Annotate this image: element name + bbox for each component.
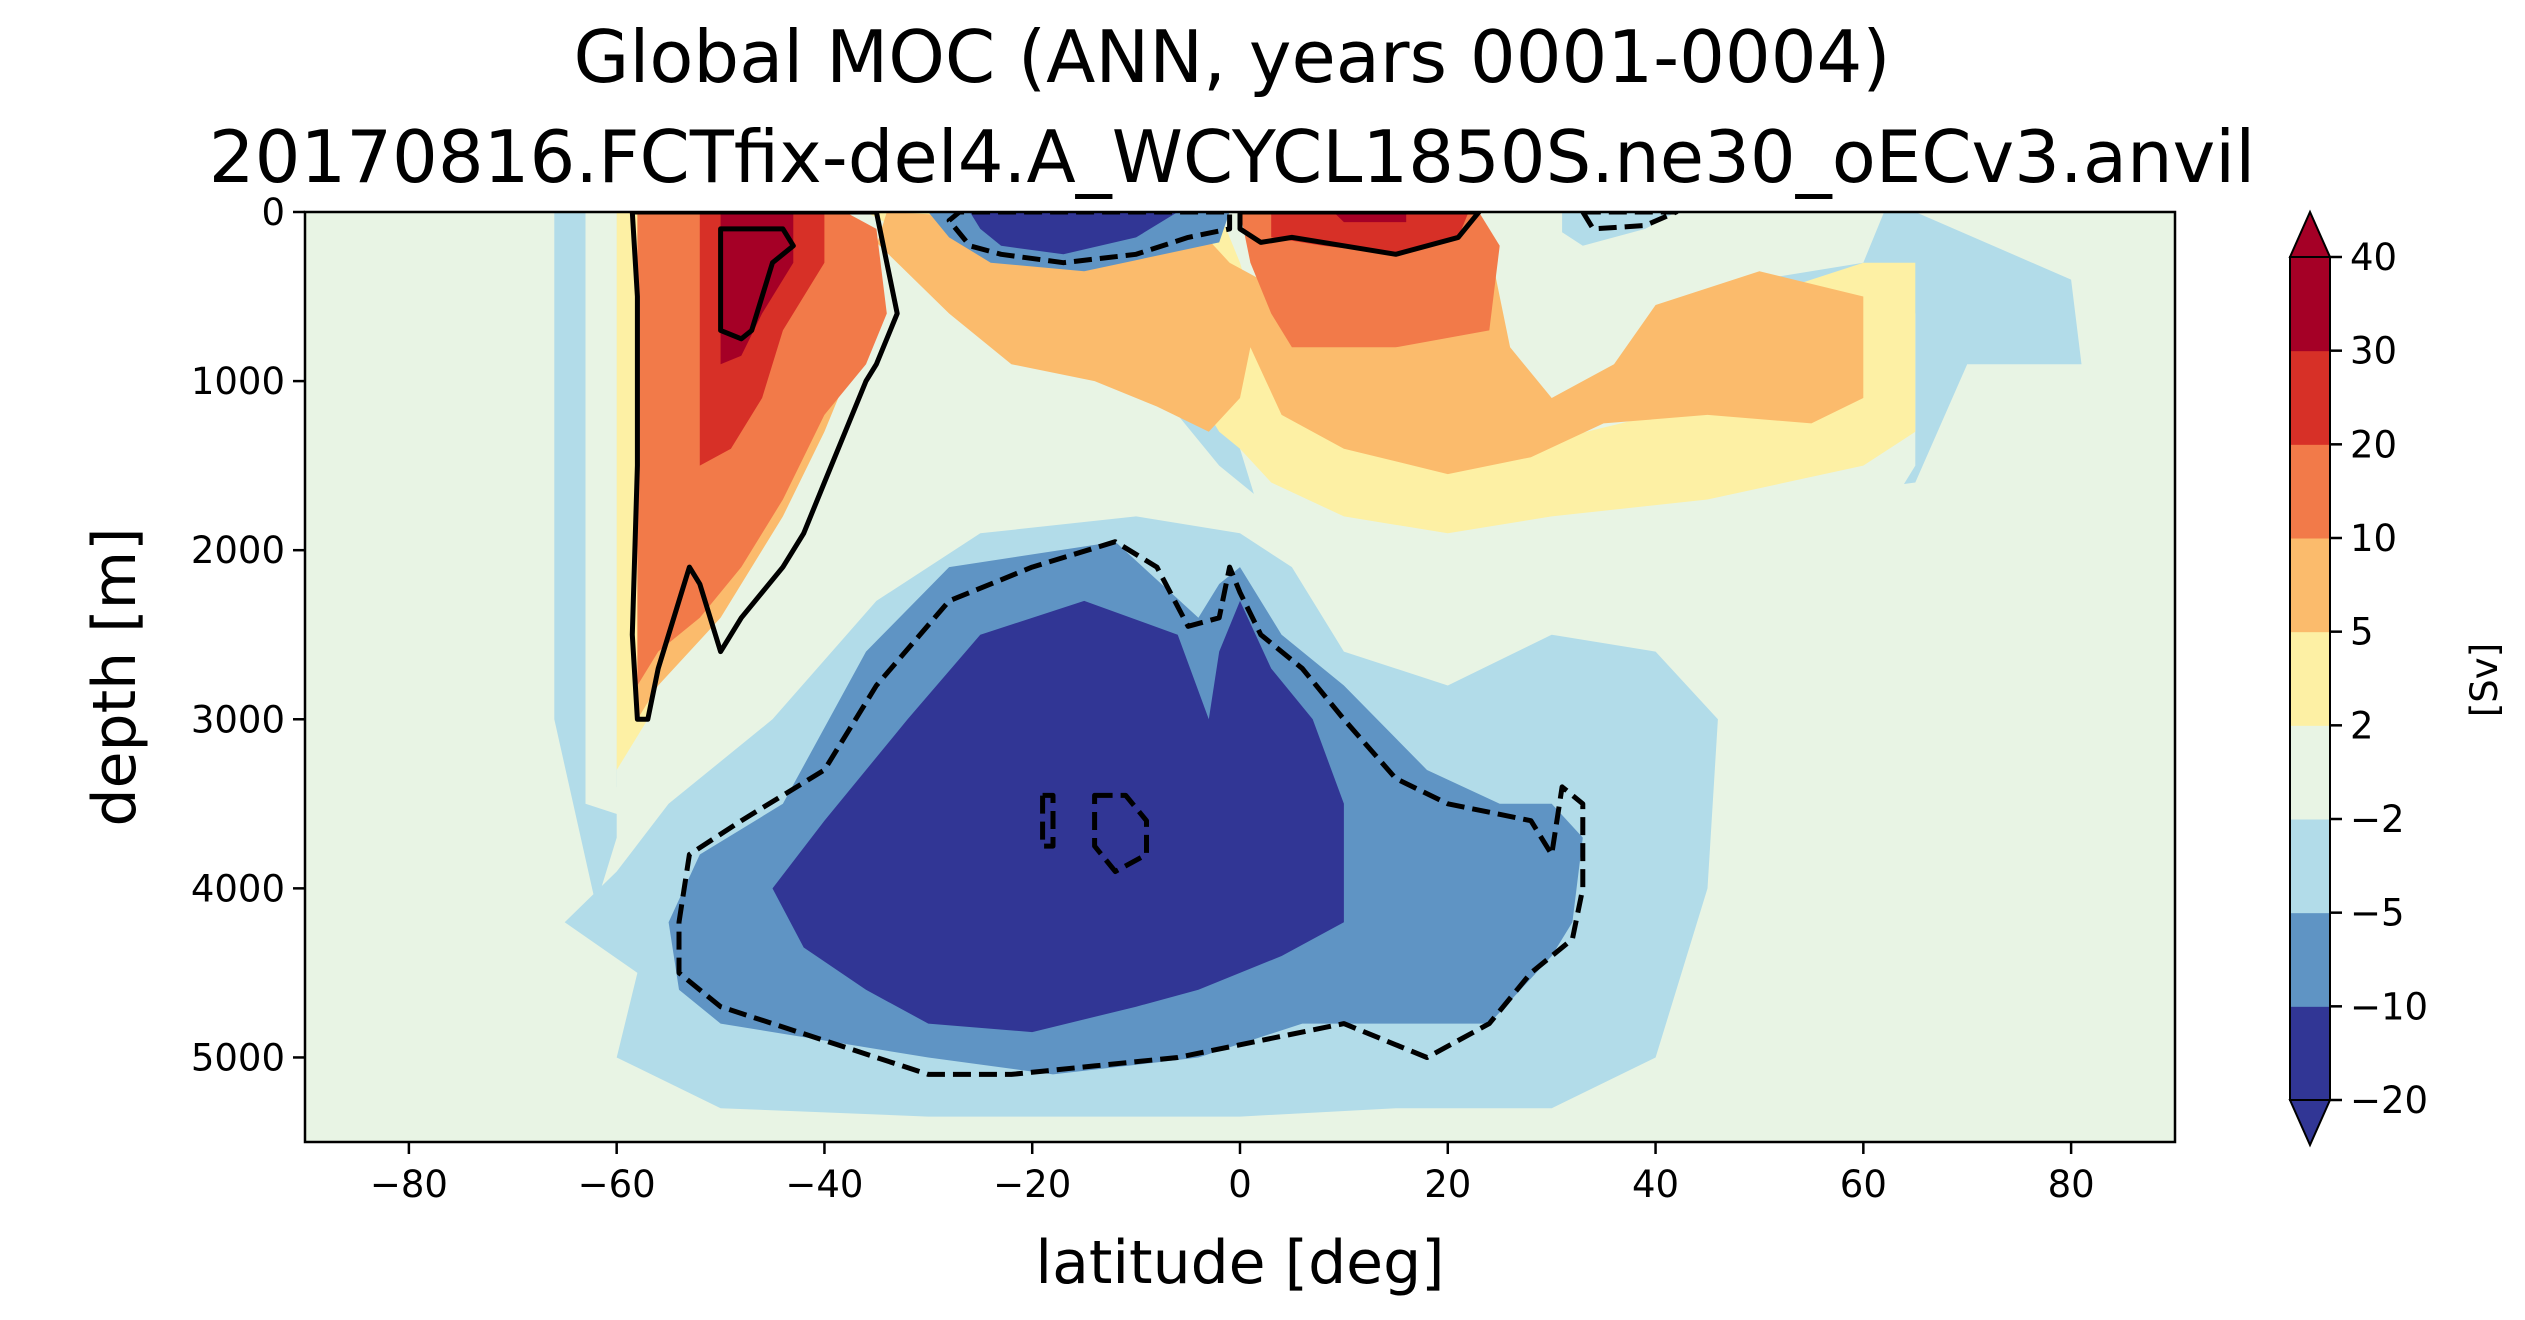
contour-lines bbox=[629, 212, 1679, 1077]
contour-region-9 bbox=[1333, 212, 1407, 223]
colorbar-segment bbox=[2290, 538, 2330, 633]
colorbar: −20 −10 −5 −2 2 5 10 20 30 40 bbox=[2288, 209, 2428, 1148]
x-tick-label: −40 bbox=[785, 1163, 863, 1206]
chart-title: Global MOC (ANN, years 0001-0004) bbox=[574, 15, 1891, 99]
contour-region-17 bbox=[1146, 330, 1157, 365]
y-tick-label: 2000 bbox=[191, 529, 285, 572]
colorbar-segment bbox=[2290, 912, 2330, 1007]
colorbar-tick-label: −10 bbox=[2350, 985, 2428, 1028]
colorbar-tick-label: 20 bbox=[2350, 423, 2397, 466]
y-tick-label: 5000 bbox=[191, 1036, 285, 1079]
contour-line-6 bbox=[1040, 792, 1056, 849]
contour-line-5 bbox=[1092, 792, 1149, 874]
colorbar-tick-label: −20 bbox=[2350, 1079, 2428, 1122]
contour-line-1 bbox=[718, 226, 796, 342]
chart-subtitle: 20170816.FCTfix-del4.A_WCYCL1850S.ne30_o… bbox=[209, 115, 2255, 199]
contour-line-3 bbox=[946, 212, 1233, 266]
x-tick-label: 20 bbox=[1424, 1163, 1471, 1206]
colorbar-tick-label: 30 bbox=[2350, 330, 2397, 373]
contour-line-2 bbox=[1237, 212, 1482, 257]
y-axis: 0 1000 2000 3000 4000 5000 bbox=[191, 191, 305, 1079]
colorbar-tick-label: 2 bbox=[2350, 704, 2374, 747]
colorbar-segment bbox=[2290, 350, 2330, 445]
colorbar-tick-label: 40 bbox=[2350, 236, 2397, 279]
x-axis-label: latitude [deg] bbox=[1035, 1228, 1444, 1298]
contour-region-15 bbox=[969, 212, 1178, 255]
colorbar-extend-low bbox=[2288, 1099, 2332, 1148]
colorbar-label: [Sv] bbox=[2463, 643, 2506, 717]
y-tick-label: 3000 bbox=[191, 698, 285, 741]
contour-line-0 bbox=[629, 212, 900, 722]
x-axis: −80 −60 −40 −20 0 20 40 60 80 bbox=[370, 1142, 2095, 1206]
x-tick-label: −60 bbox=[578, 1163, 656, 1206]
colorbar-frame bbox=[2289, 256, 2331, 1101]
colorbar-segment bbox=[2290, 1006, 2330, 1101]
contour-region-12 bbox=[772, 600, 1344, 1033]
colorbar-segment bbox=[2290, 725, 2330, 820]
colorbar-tick-label: 5 bbox=[2350, 611, 2374, 654]
y-axis-label: depth [m] bbox=[80, 528, 150, 827]
x-tick-label: 0 bbox=[1228, 1163, 1252, 1206]
x-tick-label: −20 bbox=[993, 1163, 1071, 1206]
x-tick-label: −80 bbox=[370, 1163, 448, 1206]
x-tick-label: 40 bbox=[1632, 1163, 1679, 1206]
colorbar-tick-label: 10 bbox=[2350, 517, 2397, 560]
filled-contour-regions bbox=[554, 212, 2082, 1117]
contour-region-4 bbox=[637, 212, 887, 686]
x-tick-label: 80 bbox=[2048, 1163, 2095, 1206]
x-tick-label: 60 bbox=[1840, 1163, 1887, 1206]
contour-region-2 bbox=[616, 212, 1916, 770]
colorbar-extend-high bbox=[2288, 209, 2332, 258]
y-tick-label: 4000 bbox=[191, 867, 285, 910]
contour-line-7 bbox=[1580, 212, 1679, 232]
y-tick-label: 0 bbox=[261, 191, 285, 234]
contour-region-8 bbox=[720, 212, 794, 365]
colorbar-segment bbox=[2290, 631, 2330, 726]
colorbar-tick-label: −2 bbox=[2350, 798, 2405, 841]
colorbar-segment bbox=[2290, 819, 2330, 914]
colorbar-segment bbox=[2290, 444, 2330, 539]
y-tick-label: 1000 bbox=[191, 360, 285, 403]
colorbar-segment bbox=[2290, 257, 2330, 352]
colorbar-tick-label: −5 bbox=[2350, 892, 2405, 935]
contour-line-4 bbox=[676, 539, 1586, 1077]
